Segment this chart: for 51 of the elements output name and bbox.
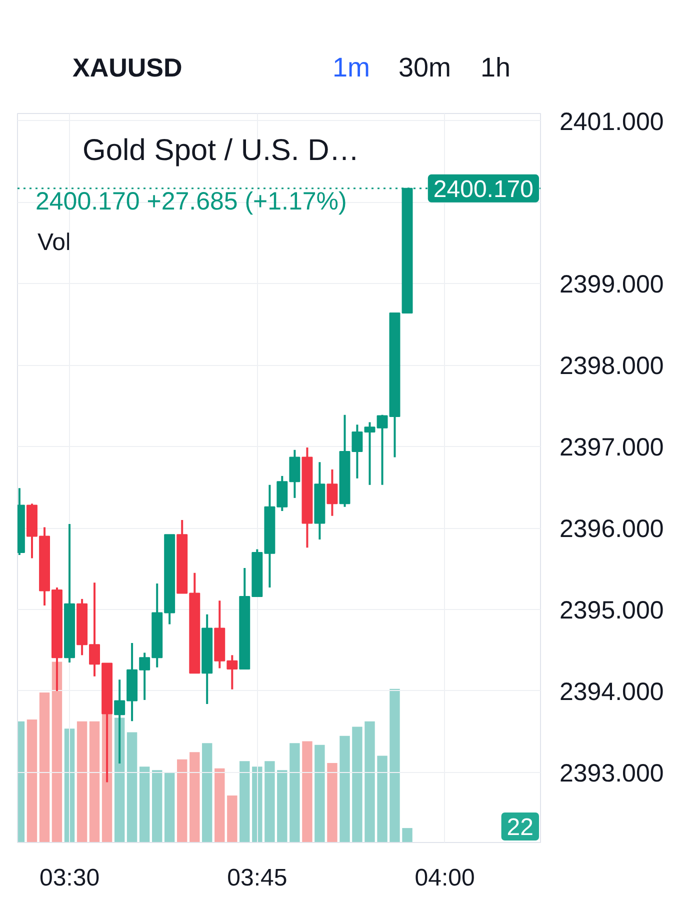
candlestick	[364, 421, 376, 486]
bar	[302, 741, 312, 842]
text: Gold Spot / U.S. D…	[82, 134, 360, 167]
bar	[352, 726, 362, 842]
bar	[340, 736, 350, 842]
bar	[39, 692, 50, 842]
bar	[89, 721, 100, 842]
y-tick-label: 2399.000	[560, 270, 664, 299]
bar	[152, 770, 162, 842]
bar	[126, 732, 138, 842]
candlestick	[226, 654, 238, 690]
x-tick-label: 03:30	[39, 864, 100, 892]
bar	[52, 662, 62, 842]
bar	[176, 759, 188, 842]
bar	[164, 772, 175, 842]
y-tick-label: 2401.000	[560, 108, 664, 136]
candlestick	[326, 468, 338, 517]
text: 1h	[480, 52, 511, 82]
y-tick-label: 2393.000	[560, 759, 664, 788]
bar	[377, 756, 388, 842]
bar	[227, 795, 238, 842]
annotation: Vol	[38, 229, 71, 256]
bar	[190, 752, 200, 842]
annotation: 22	[506, 814, 534, 841]
bar	[202, 743, 212, 842]
bar	[364, 721, 375, 842]
y-tick-label: 2396.000	[560, 515, 664, 544]
text: 1m	[332, 52, 370, 82]
x-tick-label: 04:00	[414, 864, 475, 892]
bar	[290, 743, 300, 842]
bar	[139, 766, 150, 842]
bar	[277, 770, 288, 842]
bar	[214, 768, 225, 842]
y-tick-label: 2397.000	[560, 434, 664, 462]
x-tick-label: 03:45	[227, 864, 288, 892]
y-tick-label: 2398.000	[560, 352, 664, 380]
bar	[76, 721, 88, 842]
bar	[240, 761, 250, 842]
text: XAUUSD	[72, 52, 182, 82]
bar	[402, 828, 412, 842]
bar	[26, 720, 38, 842]
annotation: 2400.170 +27.685 (+1.17%)	[36, 188, 347, 216]
bar	[264, 761, 275, 842]
ref-line-label: 2400.170	[433, 176, 534, 203]
text: 30m	[398, 52, 452, 82]
y-tick-label: 2394.000	[560, 678, 664, 706]
bar	[314, 744, 325, 842]
bar	[252, 766, 262, 842]
y-tick-label: 2395.000	[560, 596, 664, 625]
bar	[327, 762, 338, 842]
bar	[390, 688, 400, 842]
